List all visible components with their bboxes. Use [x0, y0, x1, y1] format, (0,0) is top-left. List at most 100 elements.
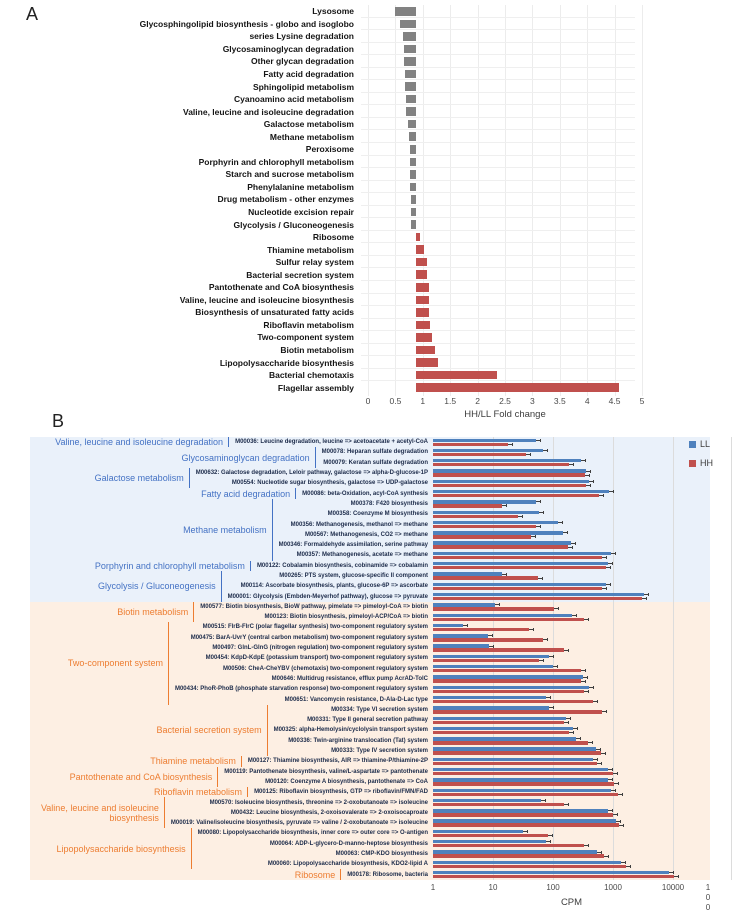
- error-whisker-cap: [543, 658, 545, 662]
- category-label: Pantothenate and CoA biosynthesis: [208, 282, 354, 293]
- panel-a-gridlines: [368, 5, 643, 396]
- error-whisker: [605, 583, 611, 585]
- error-whisker: [571, 542, 577, 544]
- error-whisker: [529, 629, 535, 631]
- error-whisker-cap: [493, 644, 495, 648]
- pathway-group: Glycosaminoglycan degradation M00078: Hep…: [30, 447, 710, 468]
- module-label: M00506: CheA-CheYBV (chemotaxis) two-com…: [222, 665, 428, 672]
- ll-bar: [433, 829, 524, 834]
- chart-row: Nucleotide excision repair: [0, 206, 635, 219]
- error-whisker-cap: [612, 778, 614, 782]
- error-whisker: [463, 625, 469, 627]
- hh-bar: [433, 864, 627, 869]
- hh-bar: [433, 699, 593, 704]
- bar-track: [433, 694, 710, 704]
- ll-bar: [433, 726, 573, 731]
- error-whisker: [613, 773, 618, 775]
- module-labels: M00632: Galactose degradation, Leloir pa…: [190, 468, 433, 489]
- module-label: M00064: ADP-L-glycero-D-manno-heptose bi…: [269, 840, 428, 847]
- module-label: M00577: Biotin biosynthesis, BioW pathwa…: [200, 603, 428, 610]
- ll-bar: [433, 623, 464, 628]
- category-label: Porphyrin and chlorophyll metabolism: [198, 156, 354, 167]
- gridline: [368, 5, 369, 396]
- error-whisker-cap: [617, 813, 618, 817]
- error-whisker: [602, 587, 608, 589]
- error-whisker: [585, 474, 591, 476]
- error-whisker: [525, 453, 531, 455]
- panel-b-x-ticks: 1 10 100 1000 10000: [430, 883, 713, 895]
- error-whisker-cap: [606, 710, 608, 714]
- ll-bar: [433, 644, 490, 648]
- group-label-cell: Valine, leucine and isoleucine degradati…: [30, 437, 230, 448]
- panel-b-right-gridline: [731, 437, 732, 880]
- error-whisker: [607, 563, 613, 565]
- module-label: M00123: Biotin biosynthesis, pimeloyl-AC…: [264, 614, 428, 621]
- module-label: M00570: Isoleucine biosynthesis, threoni…: [209, 799, 428, 806]
- error-whisker: [611, 789, 617, 791]
- error-whisker-cap: [611, 809, 613, 813]
- group-label-cell: Galactose metabolism: [30, 467, 190, 489]
- error-whisker: [554, 608, 560, 610]
- gridline: [395, 5, 397, 396]
- module-labels: M00334: Type VI secretion system M00331: …: [268, 705, 433, 756]
- module-label: M00358: Coenzyme M biosynthesis: [327, 511, 428, 518]
- gridline: [532, 5, 534, 396]
- hh-bar: [433, 792, 618, 796]
- hh-bar: [433, 442, 509, 446]
- group-label-cell: Valine, leucine and isoleucine biosynthe…: [30, 797, 165, 829]
- bar-track: [361, 243, 635, 256]
- error-whisker-cap: [492, 634, 494, 638]
- fold-change-bar: [404, 44, 416, 54]
- error-whisker: [600, 752, 606, 754]
- error-whisker-cap: [585, 459, 587, 463]
- module-bars: [433, 869, 710, 879]
- group-label-cell: Ribosome: [30, 869, 342, 880]
- ll-bar: [433, 469, 586, 473]
- bar-track: [433, 468, 710, 478]
- error-whisker-cap: [619, 819, 621, 823]
- hh-bar: [433, 545, 569, 549]
- x-tick-label: 1: [430, 883, 436, 892]
- bar-track: [433, 725, 710, 735]
- ll-bar: [433, 716, 566, 720]
- error-whisker: [535, 501, 541, 503]
- category-label: Cyanoamino acid metabolism: [234, 94, 354, 105]
- bar-track: [361, 105, 635, 118]
- chart-row: Porphyrin and chlorophyll metabolism: [0, 156, 635, 169]
- pathway-group: Two-component system M00515: FlrB-FlrC (p…: [30, 622, 710, 705]
- ll-bar: [433, 603, 496, 607]
- module-label: M00378: F420 biosynthesis: [350, 500, 428, 507]
- ll-bar: [433, 438, 536, 442]
- error-whisker: [545, 841, 551, 843]
- error-whisker-cap: [606, 555, 608, 559]
- x-tick-label: 4: [584, 396, 590, 406]
- bar-track: [433, 777, 710, 787]
- panel-b-axis-title: CPM: [560, 897, 583, 908]
- error-whisker: [609, 491, 615, 493]
- bar-track: [361, 369, 635, 382]
- pathway-group: Porphyrin and chlorophyll metabolism M001…: [30, 560, 710, 571]
- module-label: M00119: Pantothenate biosynthesis, valin…: [224, 768, 428, 775]
- module-label: M00331: Type II general secretion pathwa…: [307, 717, 428, 724]
- module-bars: [433, 705, 710, 756]
- bar-track: [433, 746, 710, 756]
- module-label: M00356: Methanogenesis, methanol => meth…: [290, 521, 428, 528]
- module-label: M00336: Twin-arginine translocation (Tat…: [288, 737, 428, 744]
- module-label: M00475: BarA-UvrY (central carbon metabo…: [190, 634, 428, 641]
- error-whisker-cap: [617, 772, 618, 776]
- error-whisker-cap: [678, 875, 680, 879]
- hh-bar: [433, 514, 518, 518]
- chart-row: Peroxisome: [0, 143, 635, 156]
- category-label: Biosynthesis of unsaturated fatty acids: [195, 307, 354, 318]
- module-label: M00080: Lipopolysaccharide biosynthesis,…: [197, 830, 428, 837]
- error-whisker-cap: [543, 510, 545, 514]
- gridline: [614, 5, 616, 396]
- bar-track: [433, 684, 710, 694]
- chart-row: Fatty acid degradation: [0, 68, 635, 81]
- fold-change-bar: [404, 57, 416, 66]
- hh-bar: [433, 710, 603, 714]
- error-whisker-cap: [673, 871, 675, 875]
- error-whisker: [611, 552, 617, 554]
- bar-track: [433, 767, 710, 777]
- group-label: Fatty acid degradation: [201, 488, 291, 499]
